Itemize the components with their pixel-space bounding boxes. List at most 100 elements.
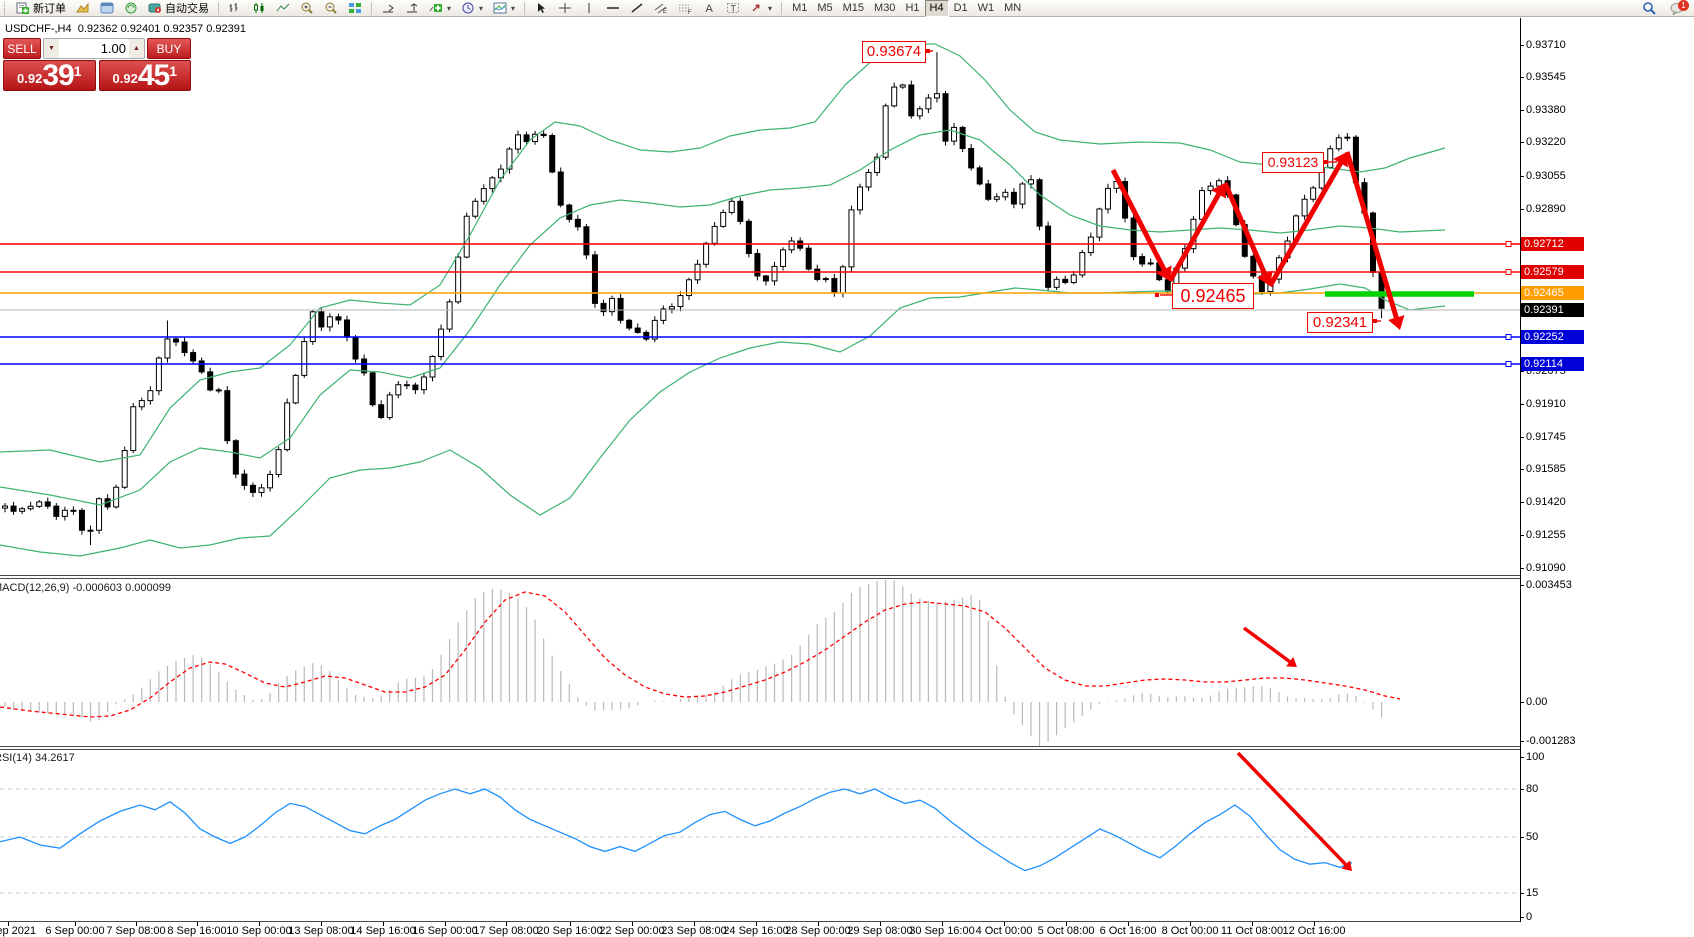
vertical-line-button[interactable] (578, 0, 600, 17)
arrows-button[interactable]: ▾ (746, 0, 776, 17)
timeframe-button-mn[interactable]: MN (1004, 2, 1022, 14)
text-label-button[interactable]: T (722, 0, 744, 17)
time-axis-tick (259, 922, 260, 926)
new-order-icon (16, 2, 30, 14)
volume-decrease-button[interactable]: ▼ (44, 39, 59, 58)
zoom-in-button[interactable] (296, 0, 318, 17)
zoom-out-button[interactable] (320, 0, 342, 17)
notifications-button[interactable]: 1 (1666, 0, 1689, 17)
data-window-button[interactable] (120, 0, 142, 17)
pane-separator[interactable] (0, 575, 1520, 576)
rsi-pane[interactable] (0, 750, 1520, 921)
time-axis-tick (1004, 922, 1005, 926)
axis-tick-mark (1520, 110, 1524, 111)
timeframe-button-w1[interactable]: W1 (977, 2, 995, 14)
axis-tick-mark (1520, 371, 1524, 372)
time-axis-label: 6 Sep 00:00 (45, 925, 105, 937)
axis-tick-mark (1520, 702, 1524, 703)
time-axis-label: 30 Sep 16:00 (909, 925, 975, 937)
timeframe-button-m15[interactable]: M15 (842, 2, 865, 14)
text-button[interactable]: A (698, 0, 720, 17)
autotrading-button[interactable]: 自动交易 (144, 0, 213, 17)
price-level-badge: 0.92465 (1521, 286, 1584, 300)
time-axis-label: 10 Sep 00:00 (226, 925, 292, 937)
axis-tick-mark (1520, 837, 1524, 838)
buy-button[interactable]: BUY (147, 38, 191, 59)
axis-tick-mark (1520, 502, 1524, 503)
equidistant-channel-icon: E (654, 2, 668, 15)
price-level-badge: 0.92252 (1521, 330, 1584, 344)
crosshair-button[interactable] (554, 0, 576, 17)
price-level-badge: 0.92114 (1521, 357, 1584, 371)
market-watch-button[interactable] (96, 0, 118, 17)
macd-label: MACD(12,26,9) -0.000603 0.000099 (0, 582, 171, 594)
search-button[interactable] (1638, 0, 1660, 17)
price-axis-tick: 0.93055 (1526, 170, 1566, 182)
time-axis-label: 28 Sep 00:00 (785, 925, 851, 937)
price-annotation-label[interactable]: 0.93123 (1262, 152, 1324, 173)
tile-windows-button[interactable] (344, 0, 366, 17)
time-axis-label: 5 Oct 08:00 (1037, 925, 1095, 937)
volume-input[interactable] (59, 39, 129, 58)
time-axis-label: 3 Sep 2021 (0, 925, 37, 937)
time-axis-label: 17 Sep 08:00 (473, 925, 539, 937)
auto-scroll-button[interactable] (377, 0, 399, 17)
axis-tick-mark (1520, 741, 1524, 742)
new-order-button[interactable]: 新订单 (12, 0, 70, 17)
toolbar-grip[interactable] (4, 1, 8, 15)
axis-tick-mark (1520, 535, 1524, 536)
axis-tick-mark (1520, 142, 1524, 143)
axis-tick-mark (1520, 568, 1524, 569)
line-chart-button[interactable] (272, 0, 294, 17)
price-annotation-label[interactable]: 0.92341 (1307, 312, 1373, 333)
axis-tick-mark (1520, 176, 1524, 177)
periods-icon (461, 2, 475, 14)
pane-separator[interactable] (0, 749, 1520, 750)
ask-price-tile[interactable]: 0.92 45 1 (98, 60, 191, 91)
bid-price-tile[interactable]: 0.92 39 1 (3, 60, 96, 91)
cursor-button[interactable] (530, 0, 552, 17)
fibonacci-button[interactable]: F (674, 0, 696, 17)
price-annotation-label[interactable]: 0.93674 (862, 41, 926, 63)
new-order-label: 新订单 (33, 3, 66, 15)
notification-badge: 1 (1678, 0, 1689, 11)
chart-shift-button[interactable] (401, 0, 423, 17)
trendline-button[interactable] (626, 0, 648, 17)
time-axis-tick (321, 922, 322, 926)
timeframe-button-m1[interactable]: M1 (792, 2, 808, 14)
templates-button[interactable]: ▾ (489, 0, 519, 17)
macd-values: -0.000603 0.000099 (72, 582, 171, 594)
timeframe-button-m30[interactable]: M30 (874, 2, 896, 14)
time-axis-tick (570, 922, 571, 926)
pane-separator[interactable] (0, 578, 1520, 579)
candlestick-chart-button[interactable] (248, 0, 270, 17)
price-annotation-label[interactable]: 0.92465 (1172, 283, 1254, 309)
timeframe-button-h4[interactable]: H4 (924, 0, 949, 17)
price-axis-tick: 0.91090 (1526, 562, 1566, 574)
macd-pane[interactable] (0, 580, 1520, 746)
periods-button[interactable]: ▾ (457, 0, 487, 17)
fibonacci-icon: F (678, 2, 692, 16)
axis-tick-mark (1520, 469, 1524, 470)
bar-chart-button[interactable] (224, 0, 246, 17)
price-chart-pane[interactable] (0, 18, 1520, 575)
templates-icon (493, 2, 507, 14)
ask-pip-digit: 1 (169, 63, 177, 79)
pane-separator[interactable] (0, 746, 1520, 747)
profiles-button[interactable] (72, 0, 94, 17)
time-axis-label: 14 Sep 16:00 (350, 925, 416, 937)
indicators-button[interactable]: ▾ (425, 0, 455, 17)
macd-axis-tick: 0.00 (1526, 696, 1548, 708)
timeframe-button-m5[interactable]: M5 (817, 2, 833, 14)
volume-increase-button[interactable]: ▲ (129, 39, 144, 58)
timeframe-button-h1[interactable]: H1 (905, 2, 920, 14)
sell-button[interactable]: SELL (3, 38, 41, 59)
equidistant-channel-button[interactable]: E (650, 0, 672, 17)
price-axis-tick: 0.93710 (1526, 39, 1566, 51)
price-axis-border (1520, 18, 1521, 922)
timeframe-button-d1[interactable]: D1 (953, 2, 968, 14)
horizontal-line-button[interactable] (602, 0, 624, 17)
time-axis-label: 12 Oct 16:00 (1282, 925, 1346, 937)
svg-text:A: A (706, 3, 714, 14)
